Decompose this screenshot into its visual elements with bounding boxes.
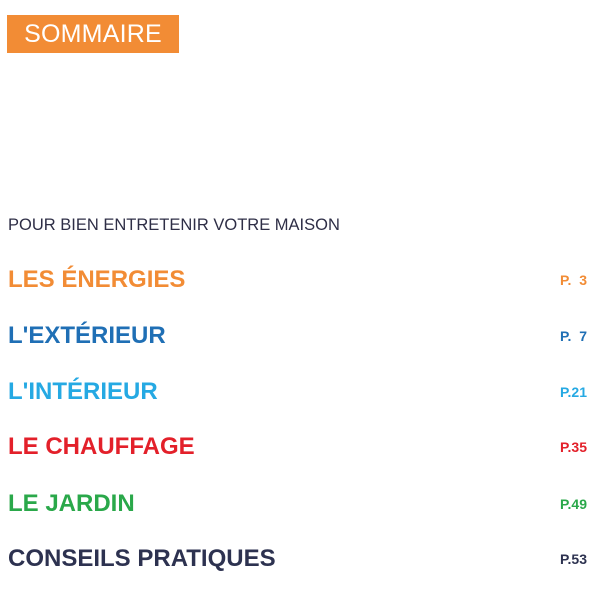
toc-item-label: LES ÉNERGIES	[8, 266, 186, 293]
toc-page-number: P. 7	[560, 328, 587, 344]
toc-page-number: P.49	[560, 496, 587, 512]
toc-item-conseils-pratiques[interactable]: CONSEILS PRATIQUES P.53	[8, 543, 587, 575]
toc-page-number: P.35	[560, 439, 587, 455]
page-title: SOMMAIRE	[24, 19, 162, 48]
toc-item-exterieur[interactable]: L'EXTÉRIEUR P. 7	[8, 320, 587, 352]
toc-item-label: L'EXTÉRIEUR	[8, 322, 166, 349]
toc-item-interieur[interactable]: L'INTÉRIEUR P.21	[8, 376, 587, 408]
intro-text: POUR BIEN ENTRETENIR VOTRE MAISON	[8, 216, 340, 234]
toc-item-label: LE CHAUFFAGE	[8, 433, 195, 460]
toc-item-label: CONSEILS PRATIQUES	[8, 545, 276, 572]
toc-page-number: P.21	[560, 384, 587, 400]
toc-item-chauffage[interactable]: LE CHAUFFAGE P.35	[8, 431, 587, 463]
toc-item-jardin[interactable]: LE JARDIN P.49	[8, 488, 587, 520]
sommaire-title-box: SOMMAIRE	[7, 15, 179, 53]
toc-item-label: L'INTÉRIEUR	[8, 378, 158, 405]
toc-item-energies[interactable]: LES ÉNERGIES P. 3	[8, 264, 587, 296]
toc-page-number: P.53	[560, 551, 587, 567]
toc-page-number: P. 3	[560, 272, 587, 288]
toc-item-label: LE JARDIN	[8, 490, 135, 517]
